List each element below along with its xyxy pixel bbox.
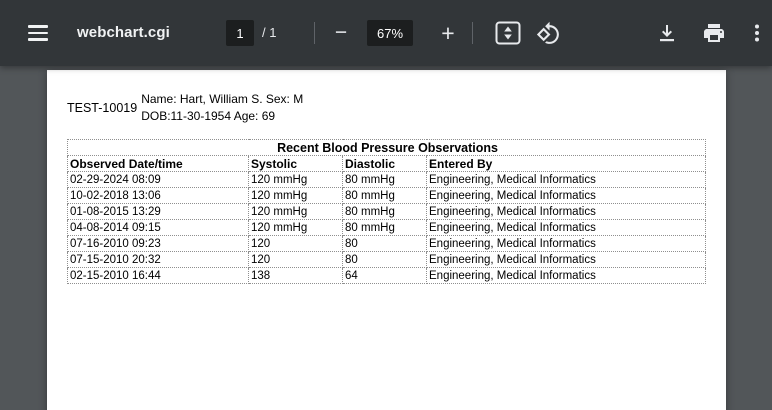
print-button[interactable]: [696, 15, 732, 51]
download-icon: [660, 25, 674, 42]
table-row: 10-02-2018 13:06 120 mmHg 80 mmHg Engineeri…: [67, 187, 707, 204]
table-row: 02-29-2024 08:09 120 mmHg 80 mmHg Engineeri…: [67, 171, 707, 188]
table-cell: Engineering, Medical Informatics: [425, 187, 707, 204]
patient-dob-age: DOB:11-30-1954 Age: 69: [141, 109, 276, 123]
table-cell: Engineering, Medical Informatics: [425, 171, 707, 188]
table-cell: 04-08-2014 09:15: [67, 219, 249, 236]
document-title: webchart.cgi: [77, 24, 170, 41]
table-cell: 80 mmHg: [342, 203, 427, 220]
pdf-viewer-toolbar: webchart.cgi / 1 − 67% +: [0, 0, 772, 66]
more-options-button[interactable]: [739, 15, 772, 51]
column-header-diastolic: Diastolic: [342, 155, 427, 172]
table-cell: 120 mmHg: [248, 171, 343, 188]
blood-pressure-table: Recent Blood Pressure Observations Obser…: [66, 139, 707, 284]
print-icon: [704, 24, 724, 42]
table-cell: 80: [342, 251, 427, 268]
table-row: 04-08-2014 09:15 120 mmHg 80 mmHg Engineeri…: [67, 219, 707, 236]
toolbar-divider: [472, 22, 473, 44]
table-cell: 120 mmHg: [248, 187, 343, 204]
zoom-out-button[interactable]: −: [323, 15, 359, 51]
column-header-observed: Observed Date/time: [67, 155, 249, 172]
zoom-level-display[interactable]: 67%: [367, 20, 413, 46]
table-cell: 80 mmHg: [342, 219, 427, 236]
table-cell: 120: [248, 235, 343, 252]
pdf-page: TEST-10019 Name: Hart, William S. Sex: M…: [47, 70, 726, 410]
table-cell: 07-16-2010 09:23: [67, 235, 249, 252]
table-row: 01-08-2015 13:29 120 mmHg 80 mmHg Engineeri…: [67, 203, 707, 220]
table-cell: 120 mmHg: [248, 219, 343, 236]
patient-name-sex: Name: Hart, William S. Sex: M: [141, 92, 304, 106]
download-button[interactable]: [649, 15, 685, 51]
menu-button[interactable]: [20, 15, 56, 51]
table-cell: 80: [342, 235, 427, 252]
pdf-viewer-canvas[interactable]: TEST-10019 Name: Hart, William S. Sex: M…: [0, 66, 772, 410]
table-title-row: Recent Blood Pressure Observations: [66, 139, 707, 156]
table-row: 07-15-2010 20:32 120 80 Engineering, Medica…: [67, 251, 707, 268]
page-number-input[interactable]: [226, 20, 254, 46]
table-cell: 120: [248, 251, 343, 268]
page-count-label: / 1: [262, 25, 277, 40]
rotate-ccw-button[interactable]: [530, 15, 566, 51]
table-cell: Engineering, Medical Informatics: [425, 251, 707, 268]
more-vert-icon: [755, 24, 759, 42]
table-cell: Engineering, Medical Informatics: [425, 219, 707, 236]
table-cell: Engineering, Medical Informatics: [425, 203, 707, 220]
zoom-in-icon: +: [441, 19, 455, 46]
table-cell: 80 mmHg: [342, 171, 427, 188]
fit-page-icon: [495, 21, 521, 45]
patient-id: TEST-10019: [67, 101, 138, 115]
patient-header: TEST-10019 Name: Hart, William S. Sex: M…: [67, 91, 303, 125]
table-header-row: Observed Date/time Systolic Diastolic En…: [67, 155, 707, 172]
table-cell: 10-02-2018 13:06: [67, 187, 249, 204]
table-cell: 07-15-2010 20:32: [67, 251, 249, 268]
table-title: Recent Blood Pressure Observations: [66, 139, 707, 156]
table-cell: 120 mmHg: [248, 203, 343, 220]
column-header-systolic: Systolic: [248, 155, 343, 172]
table-cell: 138: [248, 267, 343, 284]
fit-page-button[interactable]: [490, 15, 526, 51]
menu-icon: [28, 25, 48, 41]
zoom-level-value: 67%: [376, 25, 404, 41]
table-row: 02-15-2010 16:44 138 64 Engineering, Medica…: [67, 267, 707, 284]
table-cell: Engineering, Medical Informatics: [425, 235, 707, 252]
table-cell: 64: [342, 267, 427, 284]
column-header-entered-by: Entered By: [425, 155, 707, 172]
zoom-in-button[interactable]: +: [430, 15, 466, 51]
zoom-out-icon: −: [334, 21, 348, 44]
table-cell: 80 mmHg: [342, 187, 427, 204]
table-cell: 01-08-2015 13:29: [67, 203, 249, 220]
rotate-ccw-icon: [536, 21, 559, 44]
table-cell: 02-29-2024 08:09: [67, 171, 249, 188]
toolbar-divider: [314, 22, 315, 44]
table-cell: 02-15-2010 16:44: [67, 267, 249, 284]
table-row: 07-16-2010 09:23 120 80 Engineering, Medica…: [67, 235, 707, 252]
table-cell: Engineering, Medical Informatics: [425, 267, 707, 284]
